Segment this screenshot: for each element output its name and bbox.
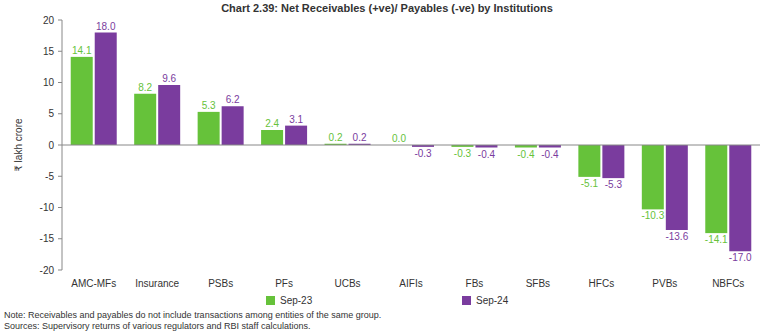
y-tick-label: -15 (40, 233, 55, 244)
y-tick (58, 207, 62, 208)
y-tick (58, 270, 62, 271)
category-label: NBFCs (712, 278, 744, 289)
y-axis: -20 -15 -10 -5 0 5 10 15 20 (40, 15, 62, 276)
bar (666, 145, 688, 230)
legend-label: Sep-23 (280, 295, 313, 306)
legend-label: Sep-24 (476, 295, 509, 306)
data-label: 6.2 (226, 94, 240, 105)
data-label: 0.2 (353, 132, 367, 143)
data-labels: 14.1 8.2 5.3 2.4 0.2 0.0 -0.3 -0.4 -5.1 -10.3 -14.… (72, 21, 752, 264)
bar (71, 57, 93, 145)
legend: Sep-23 Sep-24 (266, 295, 509, 306)
data-label: -0.4 (478, 149, 496, 160)
bar (578, 145, 600, 177)
chart: Chart 2.39: Net Receivables (+ve)/ Payab… (0, 0, 774, 332)
data-label: -13.6 (665, 231, 688, 242)
y-tick (58, 145, 62, 146)
data-label: 5.3 (202, 100, 216, 111)
data-label: -5.1 (581, 178, 599, 189)
annotation: Note: Receivables and payables do not in… (4, 310, 381, 320)
category-label: SFBs (526, 278, 550, 289)
y-tick (58, 176, 62, 177)
category-label: PVBs (652, 278, 677, 289)
data-label: 3.1 (289, 114, 303, 125)
bar (198, 112, 220, 145)
y-tick (58, 113, 62, 114)
data-label: -0.3 (414, 148, 432, 159)
bar (705, 145, 727, 233)
y-tick-label: 5 (48, 108, 54, 119)
title: Chart 2.39: Net Receivables (+ve)/ Payab… (221, 2, 553, 14)
bar (95, 33, 117, 146)
y-tick-label: -10 (40, 202, 55, 213)
category-label: UCBs (334, 278, 360, 289)
bar (729, 145, 751, 251)
y-tick-label: -20 (40, 265, 55, 276)
y-tick-label: 10 (43, 77, 55, 88)
y-tick-label: 0 (48, 140, 54, 151)
y-tick (58, 82, 62, 83)
bar (642, 145, 664, 209)
data-label: 9.6 (162, 73, 176, 84)
data-label: -17.0 (729, 252, 752, 263)
category-label: HFCs (589, 278, 615, 289)
y-tick (58, 20, 62, 21)
data-label: 8.2 (138, 82, 152, 93)
y-axis-label: ₹ lakh crore (13, 118, 24, 171)
data-label: -10.3 (641, 210, 664, 221)
data-label: 18.0 (96, 21, 116, 32)
data-label: 2.4 (265, 118, 279, 129)
data-label: -0.4 (541, 149, 559, 160)
data-label: -5.3 (605, 179, 623, 190)
annotation: Sources: Supervisory returns of various … (4, 321, 310, 331)
category-label: Insurance (135, 278, 179, 289)
bars (71, 33, 752, 252)
category-label: PFs (275, 278, 293, 289)
y-tick-label: 15 (43, 46, 55, 57)
data-label: -0.3 (454, 148, 472, 159)
category-label: FBs (466, 278, 484, 289)
legend-swatch (462, 296, 471, 305)
bar (602, 145, 624, 178)
bar (261, 130, 283, 145)
bar (285, 126, 307, 145)
category-label: AIFIs (399, 278, 422, 289)
legend-swatch (266, 296, 275, 305)
y-tick (58, 238, 62, 239)
data-label: 0.2 (329, 132, 343, 143)
y-tick (58, 51, 62, 52)
zero-line (62, 145, 760, 146)
data-label: -0.4 (517, 149, 535, 160)
category-label: PSBs (208, 278, 233, 289)
bar (134, 94, 156, 145)
category-label: AMC-MFs (71, 278, 116, 289)
bar (158, 85, 180, 145)
data-label: 14.1 (72, 45, 92, 56)
y-tick-label: -5 (45, 171, 54, 182)
data-label: -14.1 (705, 234, 728, 245)
data-label: 0.0 (392, 133, 406, 144)
y-tick-label: 20 (43, 15, 55, 26)
bar (222, 106, 244, 145)
